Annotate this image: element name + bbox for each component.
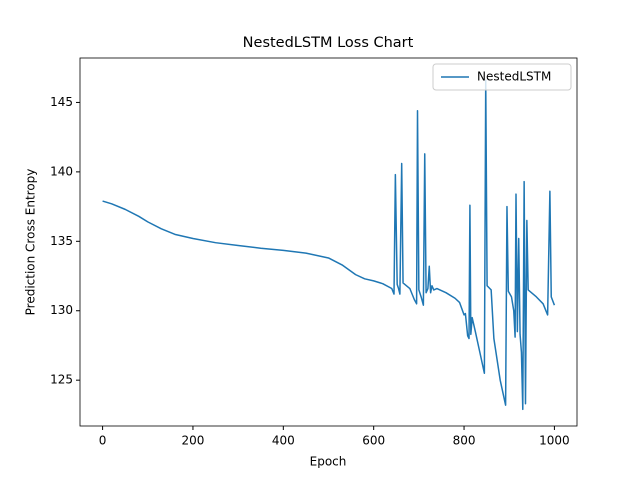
legend-box (432, 63, 572, 91)
x-tick-label: 1000 (539, 434, 570, 448)
chart-title: NestedLSTM Loss Chart (243, 35, 414, 51)
x-tick-label: 600 (362, 434, 385, 448)
legend-label: NestedLSTM (477, 70, 551, 84)
x-tick-label: 800 (453, 434, 476, 448)
y-axis-label: Prediction Cross Entropy (24, 169, 38, 316)
series-line (102, 79, 556, 411)
y-tick-label: 130 (50, 303, 73, 317)
plot-frame (79, 57, 578, 427)
y-tick-label: 125 (50, 373, 73, 387)
x-tick-label: 400 (272, 434, 295, 448)
y-tick-label: 145 (50, 95, 73, 109)
x-axis-label: Epoch (310, 455, 347, 469)
x-tick-label: 0 (99, 434, 107, 448)
y-tick-label: 140 (50, 164, 73, 178)
y-tick-label: 135 (50, 234, 73, 248)
x-tick-label: 200 (182, 434, 205, 448)
